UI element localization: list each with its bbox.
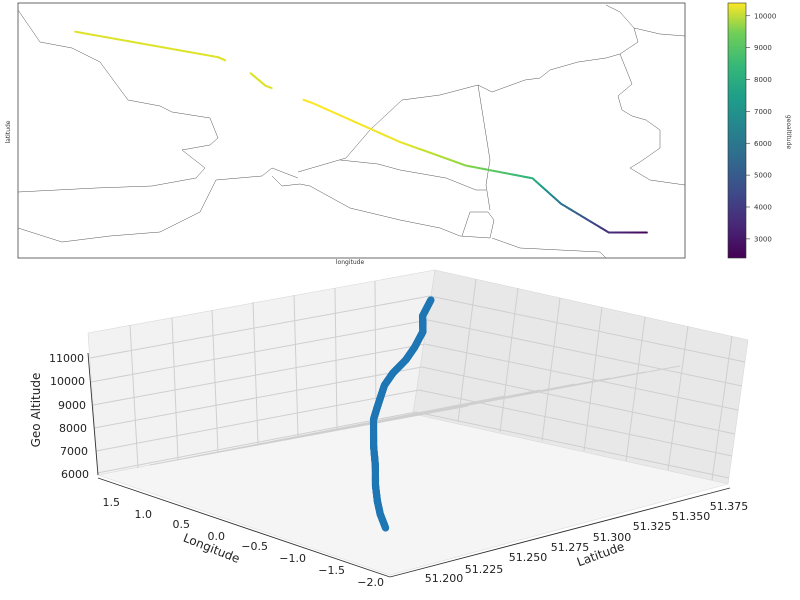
axis-lines xyxy=(87,352,731,578)
track-segment xyxy=(145,43,154,47)
track-segment xyxy=(133,41,142,45)
track-segment xyxy=(103,36,112,40)
colorbar-tick-label: 8000 xyxy=(754,76,772,84)
track-segment xyxy=(121,39,130,43)
xtick-label: 51.375 xyxy=(710,500,749,513)
track-segment xyxy=(211,55,220,59)
colorbar-tick-label: 6000 xyxy=(754,140,772,148)
track-segment xyxy=(151,44,160,48)
colorbar-tick-label: 9000 xyxy=(754,44,772,52)
trajectory-point xyxy=(381,524,390,532)
xtick-label: 51.225 xyxy=(465,563,504,576)
xtick-label: 51.325 xyxy=(633,520,672,533)
ytick-label: −1.5 xyxy=(318,564,345,577)
track-segment xyxy=(109,37,118,41)
ztick-label: 10000 xyxy=(50,375,85,388)
track-segment xyxy=(157,45,166,49)
map-ylabel: latitude xyxy=(5,120,12,143)
gridlines xyxy=(89,278,746,481)
trajectory-3d xyxy=(369,296,435,532)
colorbar-tick-label: 7000 xyxy=(754,108,772,116)
zaxis-ticks: 11000 10000 9000 8000 7000 6000 xyxy=(49,352,89,481)
track-segment xyxy=(187,50,196,54)
track-segment xyxy=(205,54,214,58)
xtick-label: 51.200 xyxy=(425,572,464,585)
xtick-label: 51.300 xyxy=(593,531,632,544)
colorbar-label: geoaltitude xyxy=(785,115,792,149)
ytick-label: 1.0 xyxy=(135,508,153,521)
map-borders xyxy=(17,4,686,259)
track-segment xyxy=(163,46,172,50)
ytick-label: −1.0 xyxy=(279,552,306,565)
track-segment xyxy=(115,38,124,42)
zaxis-label: Geo Altitude xyxy=(29,373,43,448)
track-segment xyxy=(268,86,273,90)
ztick-label: 8000 xyxy=(59,422,87,435)
lat-ticks: 51.200 51.225 51.250 51.275 51.300 51.32… xyxy=(425,500,749,585)
map-chart: longitude latitude 3000 4000 5000 6000 7000 8… xyxy=(5,2,792,266)
ztick-label: 9000 xyxy=(58,399,86,412)
map-track xyxy=(74,30,648,234)
ytick-label: 0.5 xyxy=(173,518,191,531)
track-segment xyxy=(181,49,190,53)
track-segment xyxy=(223,58,227,62)
map-frame xyxy=(17,2,686,259)
track-segment xyxy=(86,32,95,36)
ztick-label: 7000 xyxy=(60,445,88,458)
ytick-label: 1.5 xyxy=(103,496,121,509)
ytick-label: −0.5 xyxy=(241,540,268,553)
track-segment xyxy=(193,51,202,55)
ytick-label: 0.0 xyxy=(208,530,226,543)
track-segment xyxy=(139,42,148,46)
ytick-label: −2.0 xyxy=(357,576,384,589)
colorbar-tick-label: 3000 xyxy=(754,235,772,243)
track-segment xyxy=(97,34,106,38)
colorbar-ticks: 3000 4000 5000 6000 7000 8000 9000 10000 xyxy=(746,12,776,243)
ztick-label: 6000 xyxy=(61,468,89,481)
track-segment xyxy=(92,33,100,37)
track-segment xyxy=(169,47,178,51)
xtick-label: 51.275 xyxy=(551,541,590,554)
ztick-label: 11000 xyxy=(49,352,84,365)
track-segment xyxy=(199,53,208,57)
colorbar-tick-label: 10000 xyxy=(754,12,776,20)
map-xlabel: longitude xyxy=(336,259,365,266)
colorbar-tick-label: 5000 xyxy=(754,172,772,180)
colorbar-tick-label: 4000 xyxy=(754,204,772,212)
xtick-label: 51.250 xyxy=(509,551,548,564)
track-segment xyxy=(80,31,89,35)
lon-ticks: 1.5 1.0 0.5 0.0 −0.5 −1.0 −1.5 −2.0 xyxy=(103,496,385,589)
track-segment xyxy=(175,48,184,52)
chart-3d: 11000 10000 9000 8000 7000 6000 Geo Alti… xyxy=(29,269,749,589)
colorbar xyxy=(727,2,747,259)
track-segment xyxy=(74,30,83,34)
track-segment xyxy=(127,40,136,44)
xtick-label: 51.350 xyxy=(672,510,711,523)
